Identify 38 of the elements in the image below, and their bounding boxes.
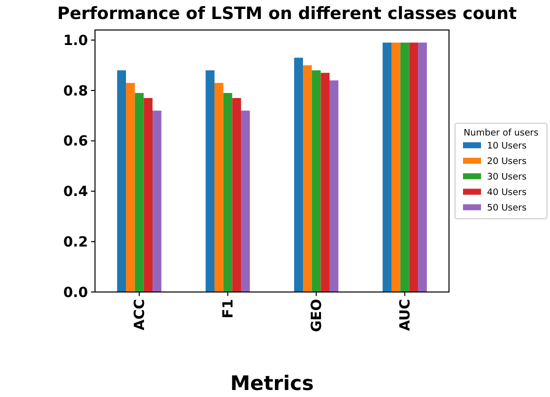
y-tick-label: 1.0 xyxy=(63,32,88,49)
bar xyxy=(144,98,153,292)
chart-title: Performance of LSTM on different classes count xyxy=(57,4,517,24)
legend-label: 50 Users xyxy=(487,203,527,214)
y-tick-label: 0.2 xyxy=(63,234,88,251)
x-tick-label: F1 xyxy=(220,299,237,318)
x-tick-label: ACC xyxy=(132,299,148,330)
bar xyxy=(418,42,427,292)
bar xyxy=(409,42,418,292)
legend-label: 30 Users xyxy=(487,172,527,182)
bar xyxy=(241,110,250,292)
bar xyxy=(126,82,135,292)
bar xyxy=(400,42,410,292)
bar xyxy=(152,110,162,292)
legend-label: 40 Users xyxy=(487,188,527,198)
bar xyxy=(134,92,144,292)
bar xyxy=(232,98,242,292)
x-axis-title: Metrics xyxy=(230,371,314,395)
bar xyxy=(302,65,312,292)
bar xyxy=(117,70,126,292)
y-tick-label: 0.0 xyxy=(63,284,88,301)
y-tick-label: 0.6 xyxy=(63,134,88,150)
bar xyxy=(320,72,330,292)
bar xyxy=(391,42,400,292)
bar xyxy=(330,80,338,292)
y-tick-label: 0.4 xyxy=(63,184,88,200)
bar xyxy=(294,58,303,292)
legend-label: 20 Users xyxy=(487,156,527,167)
bar xyxy=(223,92,232,292)
legend-label: 10 Users xyxy=(487,141,527,152)
x-tick-label: GEO xyxy=(309,298,326,332)
bar xyxy=(312,70,321,292)
bar xyxy=(214,82,224,292)
y-tick-label: 0.8 xyxy=(63,83,88,100)
bar xyxy=(206,70,214,292)
legend-title: Number of users xyxy=(464,128,539,138)
x-tick-label: AUC xyxy=(398,299,414,332)
bar xyxy=(382,42,392,292)
